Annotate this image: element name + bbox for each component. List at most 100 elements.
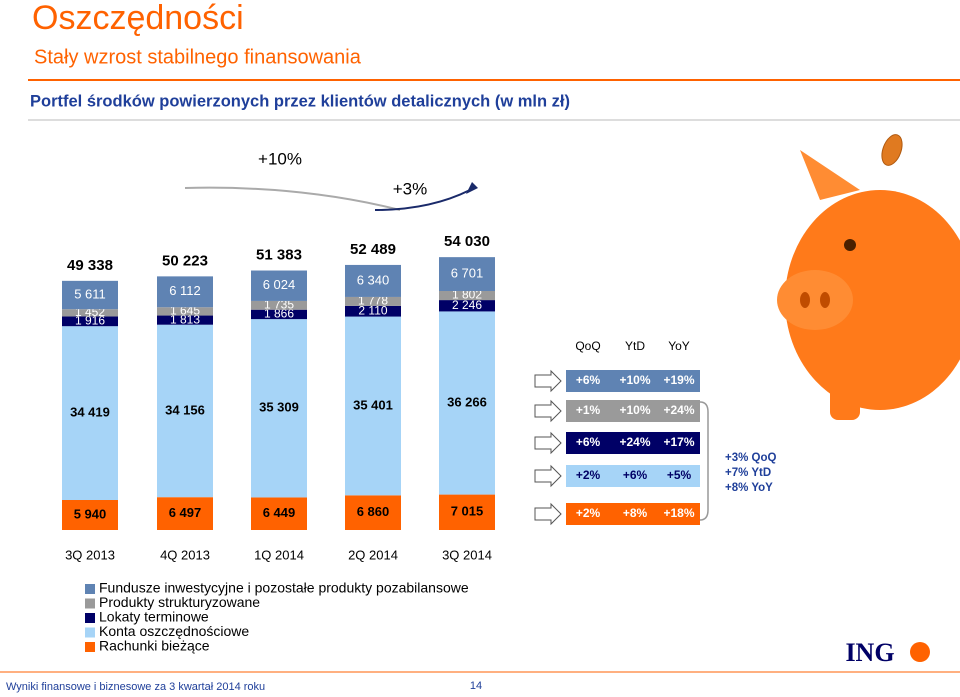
- growth-arrow-label: +10%: [258, 149, 302, 168]
- bar-segment: [345, 296, 401, 306]
- row-arrow: [534, 502, 562, 526]
- value-label: 1 778: [358, 294, 388, 308]
- bar-segment: [251, 319, 307, 498]
- arrow: [374, 189, 471, 211]
- x-tick-label: 3Q 2013: [65, 547, 115, 562]
- bracket: [699, 401, 709, 521]
- row-arrow: [534, 369, 562, 393]
- legend-swatch: [85, 627, 95, 638]
- legend-swatch: [85, 613, 95, 623]
- value-label: 1 866: [264, 307, 294, 321]
- arrow: [184, 186, 401, 211]
- bar-segment: [62, 280, 118, 310]
- row-arrow: [534, 431, 562, 455]
- arrow-head: [466, 182, 478, 194]
- bar-segment: [251, 497, 307, 530]
- growth-value: +24%: [663, 403, 694, 417]
- growth-band: [566, 400, 700, 422]
- growth-value: +18%: [663, 506, 694, 520]
- value-label: 6 860: [357, 504, 390, 519]
- growth-value: +1%: [576, 403, 601, 417]
- subtitle: Stały wzrost stabilnego finansowania: [34, 46, 362, 68]
- growth-value: +6%: [576, 435, 601, 449]
- value-label: 1 916: [75, 314, 105, 328]
- bar-segment: [251, 300, 307, 310]
- value-label: 5 940: [74, 506, 107, 521]
- bar-segment: [62, 326, 118, 501]
- value-label: 36 266: [447, 394, 487, 409]
- value-label: 35 401: [353, 397, 393, 412]
- total-label: 50 223: [162, 252, 208, 269]
- footer-text: Wyniki finansowe i biznesowe za 3 kwarta…: [6, 681, 265, 693]
- summary: +8% YoY: [725, 482, 773, 494]
- total-label: 52 489: [350, 241, 396, 258]
- value-label: 6 112: [169, 283, 201, 298]
- growth-arrow-label: +3%: [393, 179, 428, 198]
- legend-swatch: [85, 642, 95, 652]
- growth-value: +17%: [663, 435, 694, 449]
- bar-segment: [157, 324, 213, 498]
- legend-swatch: [85, 598, 95, 609]
- bar-segment: [157, 315, 213, 325]
- value-label: 1 813: [170, 312, 200, 326]
- bar-segment: [157, 307, 213, 316]
- piggy-bank: [777, 134, 960, 420]
- x-tick-label: 3Q 2014: [442, 547, 492, 562]
- total-label: 51 383: [256, 246, 302, 263]
- bar-segment: [439, 290, 495, 301]
- growth-value: +6%: [576, 373, 601, 387]
- growth-header: YtD: [625, 339, 645, 353]
- x-tick-label: 4Q 2013: [160, 547, 210, 562]
- x-tick-label: 2Q 2014: [348, 547, 398, 562]
- page-number: 14: [470, 680, 482, 692]
- value-label: 7 015: [451, 504, 484, 519]
- value-label: 2 110: [358, 303, 387, 317]
- logo: ING: [845, 638, 894, 667]
- value-label: 6 024: [263, 277, 296, 292]
- growth-band: [566, 432, 700, 454]
- total-label: 49 338: [67, 257, 113, 274]
- bar-segment: [345, 305, 401, 317]
- bar-segment: [345, 316, 401, 496]
- value-label: 1 735: [264, 297, 294, 311]
- growth-value: +5%: [667, 468, 692, 482]
- legend-label: Fundusze inwestycyjne i pozostałe produk…: [99, 580, 469, 596]
- value-label: 34 156: [165, 402, 205, 417]
- legend-swatch: [85, 584, 95, 594]
- growth-header: YoY: [668, 339, 690, 353]
- growth-value: +6%: [623, 468, 648, 482]
- value-label: 1 802: [452, 288, 482, 302]
- bar-segment: [439, 300, 495, 312]
- value-label: 6 701: [451, 266, 484, 281]
- x-tick-label: 1Q 2014: [254, 547, 304, 562]
- bar-segment: [62, 316, 118, 327]
- value-label: 5 611: [74, 286, 106, 301]
- legend-label: Lokaty terminowe: [99, 609, 209, 625]
- row-arrow: [534, 399, 562, 423]
- title: Oszczędności: [32, 0, 244, 37]
- bar-segment: [439, 257, 495, 291]
- legend-label: Rachunki bieżące: [99, 638, 210, 654]
- value-label: 2 246: [452, 298, 482, 312]
- bar-segment: [345, 264, 401, 297]
- value-label: 6 497: [169, 505, 202, 520]
- bar-segment: [439, 494, 495, 530]
- summary: +7% YtD: [725, 467, 771, 479]
- row-arrow: [534, 464, 562, 488]
- summary: +3% QoQ: [725, 452, 777, 464]
- growth-value: +19%: [663, 373, 694, 387]
- bar-segment: [345, 495, 401, 530]
- bar-segment: [157, 497, 213, 530]
- bar-segment: [62, 500, 118, 530]
- growth-header: QoQ: [575, 339, 600, 353]
- growth-value: +10%: [619, 373, 650, 387]
- value-label: 6 340: [357, 272, 390, 287]
- growth-value: +2%: [576, 468, 601, 482]
- growth-band: [566, 465, 700, 487]
- value-label: 34 419: [70, 405, 110, 420]
- growth-band: [566, 503, 700, 525]
- chart-title: Portfel środków powierzonych przez klien…: [30, 92, 570, 110]
- bar-segment: [251, 270, 307, 301]
- legend-label: Produkty strukturyzowane: [99, 594, 260, 610]
